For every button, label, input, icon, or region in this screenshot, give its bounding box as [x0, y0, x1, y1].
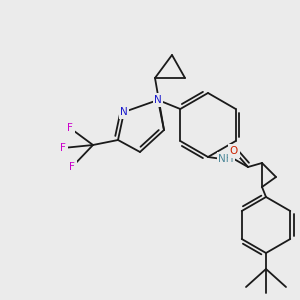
Text: F: F [67, 123, 73, 133]
Text: O: O [230, 146, 238, 156]
Text: NH: NH [218, 154, 234, 164]
Text: N: N [120, 107, 128, 117]
Text: F: F [60, 143, 66, 153]
Text: F: F [69, 162, 75, 172]
Text: N: N [154, 95, 162, 105]
